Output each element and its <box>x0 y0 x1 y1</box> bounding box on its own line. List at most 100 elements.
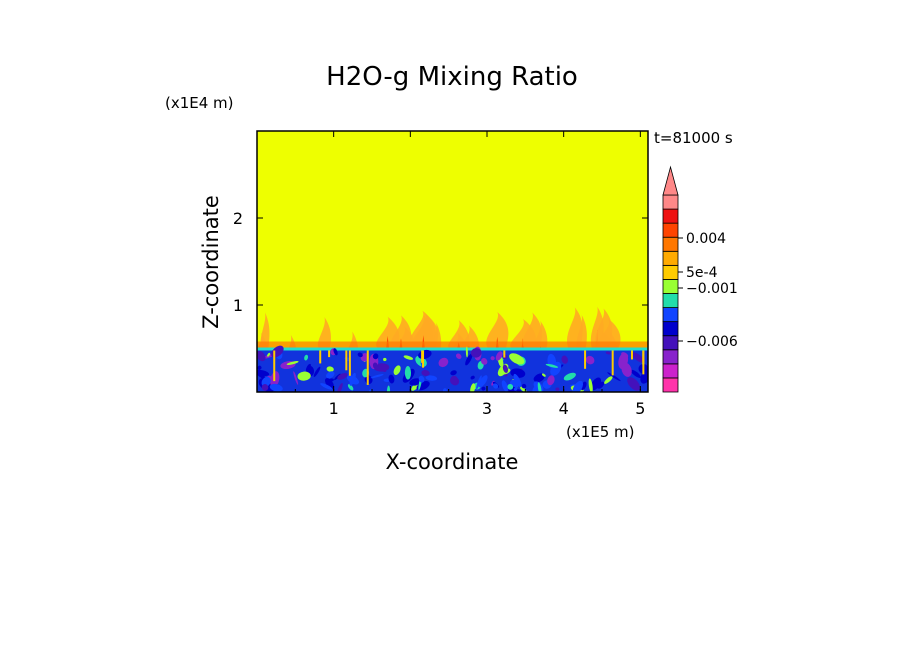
colorbar-segment <box>662 194 679 210</box>
turbulence-cell <box>372 353 379 360</box>
plot-area <box>257 131 648 392</box>
turbulence-cell <box>286 361 299 365</box>
plume <box>414 314 433 349</box>
plume-layer <box>257 306 648 357</box>
turbulence-cell <box>425 375 438 381</box>
colorbar-segment <box>662 321 679 337</box>
y-scale-label: (x1E4 m) <box>165 94 234 112</box>
colorbar-segment <box>662 250 679 266</box>
turbulence-cell <box>370 374 384 379</box>
turbulence-cell <box>561 355 568 364</box>
turbulence-cell <box>597 381 605 389</box>
plume <box>594 308 613 349</box>
turbulence-cell <box>501 380 508 392</box>
moist-streak <box>319 350 322 364</box>
turbulence-cell <box>383 357 387 362</box>
colorbar-segment <box>662 363 679 379</box>
turbulence-cell <box>492 383 499 389</box>
turbulence-cell <box>481 358 488 365</box>
turbulence-cell <box>257 365 262 370</box>
colorbar-segment <box>662 222 679 238</box>
x-tick-label: 4 <box>559 399 569 418</box>
turbulence-cell <box>533 373 545 383</box>
turbulence-cell <box>476 375 482 390</box>
turbulence-cell <box>267 352 271 357</box>
turbulence-cell <box>421 369 430 377</box>
turbulence-cell <box>326 371 335 379</box>
turbulence-cell <box>495 351 503 361</box>
moist-streak <box>642 350 645 365</box>
colorbar-segment <box>662 377 679 393</box>
plume-base-band <box>257 341 648 349</box>
turbulence-cell <box>470 383 476 392</box>
colorbar-labels: 0.004 5e-4−0.001 −0.006 <box>678 231 738 350</box>
turbulence-cell <box>313 366 321 377</box>
turbulence-cell <box>605 351 611 355</box>
boundary-layer <box>257 345 648 392</box>
turbulence-cell <box>257 350 266 362</box>
turbulence-cell <box>320 383 333 390</box>
plume <box>522 312 542 349</box>
turbulence-cell <box>588 378 593 392</box>
plume <box>260 312 270 349</box>
turbulence-cell <box>357 352 363 358</box>
colorbar-segment <box>662 349 679 365</box>
colorbar <box>662 165 679 393</box>
turbulence-cell <box>490 356 495 361</box>
moist-streak <box>345 350 348 371</box>
x-axis: 1 2 3 4 5 <box>294 131 645 418</box>
y-tick-label: 2 <box>233 209 243 228</box>
x-tick-label: 3 <box>482 399 492 418</box>
moist-streak <box>422 350 425 368</box>
turbulence-cell <box>450 370 457 376</box>
turbulence-cell <box>513 373 522 388</box>
turbulence-cell <box>563 372 576 381</box>
turbulence-cell <box>572 380 584 392</box>
turbulence-cell <box>403 355 414 360</box>
colorbar-tick-label: −0.001 <box>686 281 738 297</box>
turbulence-cell <box>630 369 641 378</box>
x-axis-label: X-coordinate <box>386 450 519 474</box>
turbulence-cell <box>545 363 559 368</box>
y-tick-label: 1 <box>233 296 243 315</box>
turbulence-cell <box>442 388 447 392</box>
turbulence-cell <box>333 348 338 356</box>
plume <box>376 316 400 349</box>
moist-streak <box>611 350 614 376</box>
turbulence-cell <box>438 357 449 368</box>
moist-streak <box>584 350 587 369</box>
colorbar-segment <box>662 208 679 224</box>
turbulence-cell <box>507 383 514 390</box>
turbulence-cell <box>337 372 348 380</box>
turbulence-cell <box>621 352 629 358</box>
colorbar-tick-label: 0.004 <box>686 231 726 247</box>
turbulence-cell <box>585 355 595 365</box>
turbulence-cell <box>269 383 283 392</box>
turbulence-cell <box>542 373 546 377</box>
turbulence-cell <box>465 346 468 358</box>
turbulence-cell <box>334 373 341 381</box>
y-axis-label: Z-coordinate <box>199 195 223 329</box>
x-tick-label: 1 <box>329 399 339 418</box>
turbulence-cell <box>388 374 395 384</box>
turbulence-cell <box>450 375 458 385</box>
colorbar-segment <box>662 236 679 252</box>
colorbar-segment <box>662 264 679 280</box>
turbulence-cell <box>257 369 270 376</box>
time-label: t=81000 s <box>654 129 733 147</box>
turbulence-cell <box>547 375 555 386</box>
turbulence-cell <box>521 383 527 389</box>
turbulence-cell <box>306 363 311 371</box>
turbulence-cell <box>513 387 518 391</box>
turbulence-cell <box>261 384 269 391</box>
turbulence-cell <box>627 377 641 391</box>
turbulence-cell <box>387 385 391 392</box>
turbulence-cell <box>607 372 621 382</box>
colorbar-segment <box>662 335 679 351</box>
moist-streak <box>630 350 633 360</box>
chart-title: H2O-g Mixing Ratio <box>326 62 578 92</box>
turbulence-cell <box>404 366 412 380</box>
turbulence-cell <box>284 363 292 368</box>
turbulence-cell <box>293 371 299 385</box>
